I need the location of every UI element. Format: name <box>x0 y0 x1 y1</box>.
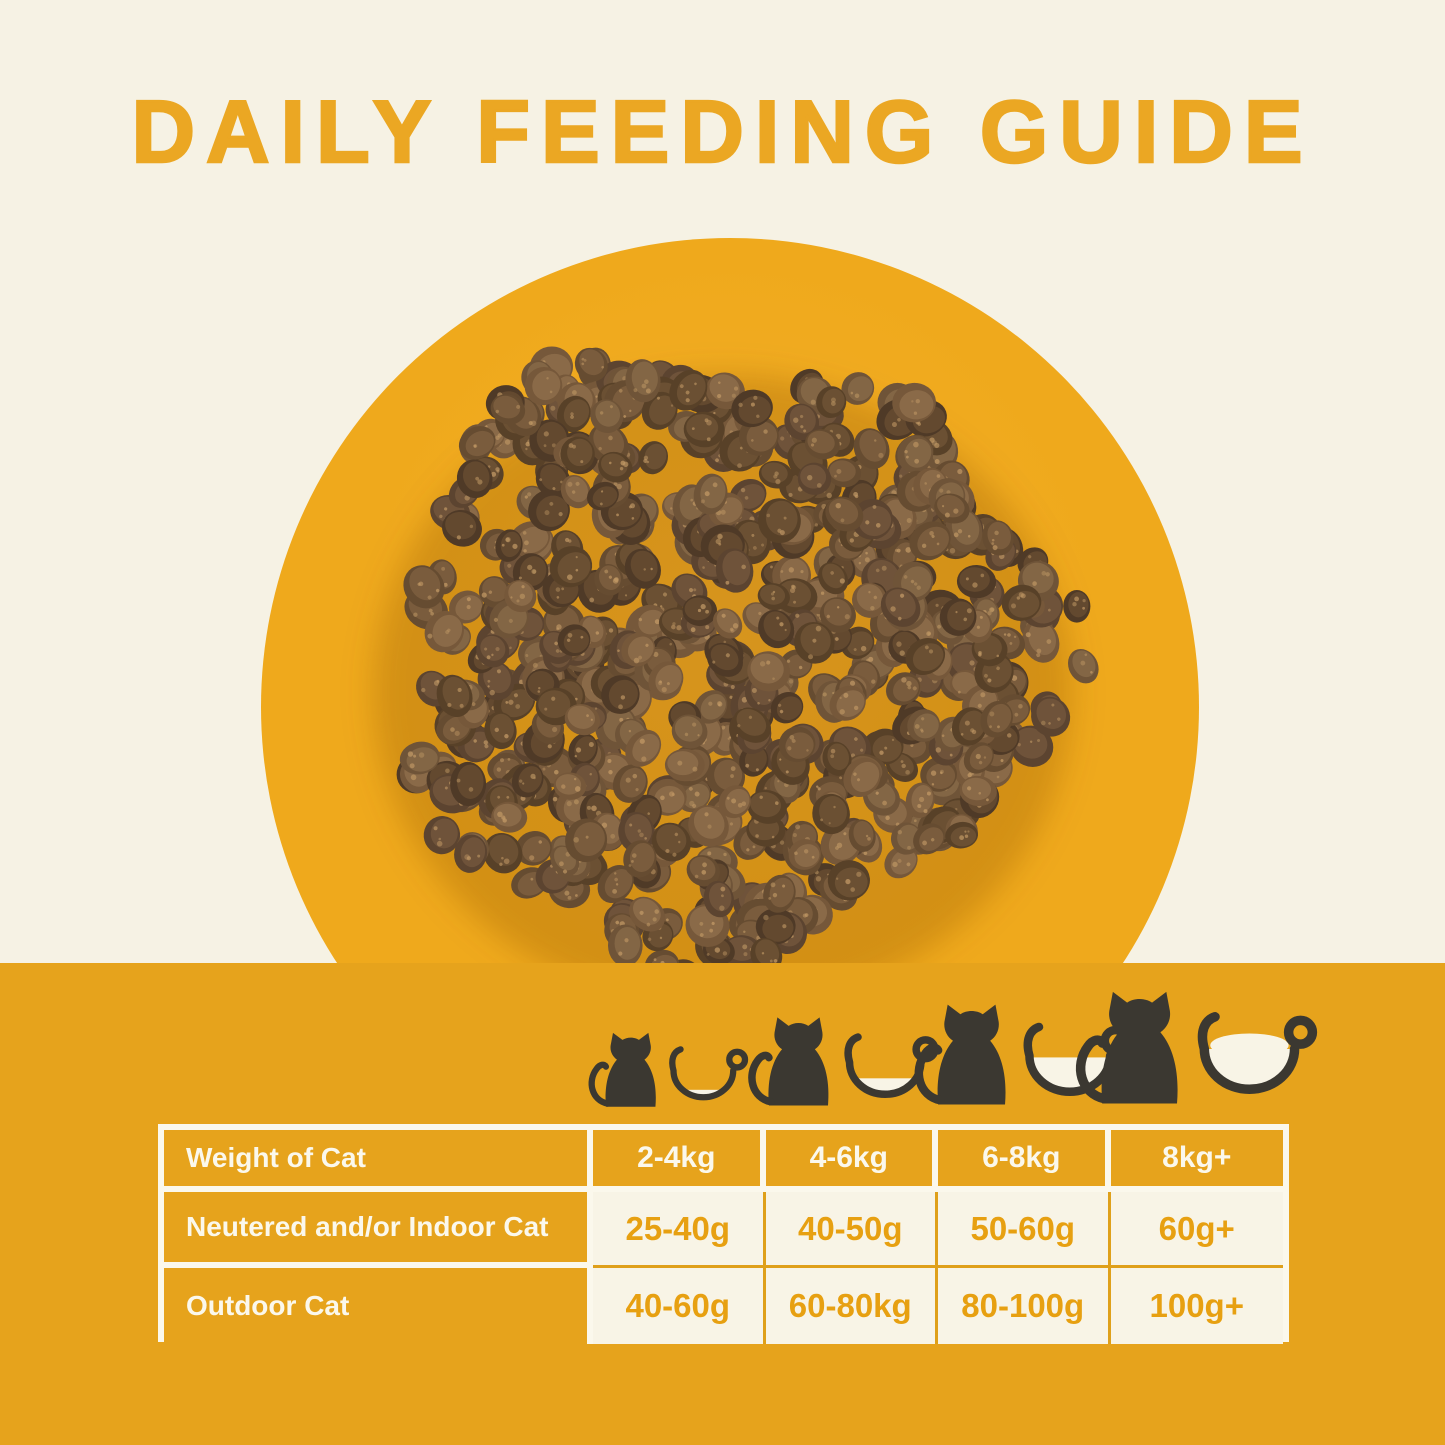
bowl-handle-icon <box>1283 1015 1318 1049</box>
outdoor-value-4: 100g+ <box>1110 1268 1283 1344</box>
bowl-icon <box>669 1046 737 1101</box>
feeding-table: Weight of Cat 2-4kg 4-6kg 6-8kg 8kg+ Neu… <box>158 1124 1289 1344</box>
outdoor-value-2: 60-80kg <box>765 1268 938 1344</box>
indoor-value-4: 60g+ <box>1110 1192 1283 1268</box>
bowl-icon <box>844 1033 925 1098</box>
indoor-value-2: 40-50g <box>765 1192 938 1268</box>
indoor-value-3: 50-60g <box>938 1192 1111 1268</box>
outdoor-value-3: 80-100g <box>938 1268 1111 1344</box>
medium-cat-with-bowl <box>914 1004 1131 1105</box>
feeding-info-band: Weight of Cat 2-4kg 4-6kg 6-8kg 8kg+ Neu… <box>0 963 1445 1445</box>
col-header-4: 8kg+ <box>1110 1130 1283 1192</box>
row-label-indoor-cat: Neutered and/or Indoor Cat <box>164 1192 593 1268</box>
cat-icon <box>1101 991 1178 1104</box>
small-cat-with-bowl <box>748 1017 939 1106</box>
bowl-icon <box>1197 1012 1300 1094</box>
page-title: DAILY FEEDING GUIDE <box>130 82 1314 181</box>
indoor-value-1: 25-40g <box>593 1192 766 1268</box>
bowl-icon <box>1023 1022 1115 1096</box>
col-header-2: 4-6kg <box>765 1130 938 1192</box>
cat-tail-icon <box>588 1061 611 1107</box>
kibble-pile <box>373 346 1099 963</box>
cat-size-icons <box>0 963 1445 1445</box>
outdoor-value-1: 40-60g <box>593 1268 766 1344</box>
cat-icon <box>937 1004 1006 1105</box>
cat-icon <box>768 1017 829 1106</box>
header-weight-of-cat: Weight of Cat <box>164 1130 593 1192</box>
cat-icon <box>605 1032 656 1107</box>
cat-tail-icon <box>748 1051 775 1106</box>
row-label-outdoor-cat: Outdoor Cat <box>164 1268 593 1344</box>
col-header-1: 2-4kg <box>593 1130 766 1192</box>
large-cat-with-bowl <box>1075 991 1318 1104</box>
cat-tail-icon <box>1075 1035 1110 1104</box>
smallest-cat-with-bowl <box>588 1032 749 1107</box>
bowl-handle-icon <box>726 1048 749 1071</box>
col-header-3: 6-8kg <box>938 1130 1111 1192</box>
cat-tail-icon <box>914 1043 945 1105</box>
